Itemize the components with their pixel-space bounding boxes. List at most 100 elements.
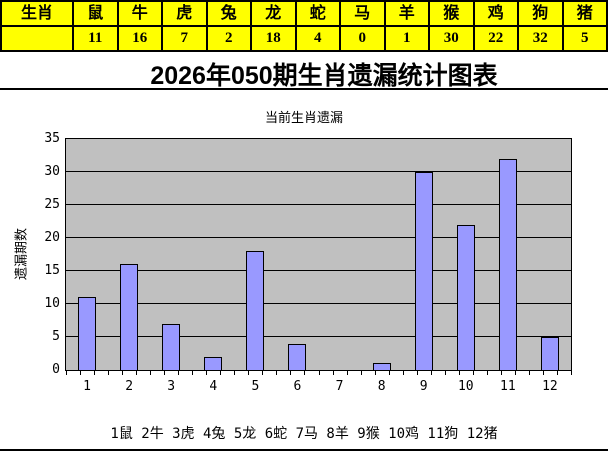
bar-1	[78, 297, 97, 370]
title-band: 2026年050期生肖遗漏统计图表	[0, 52, 608, 90]
zodiac-header-cell: 生肖	[2, 2, 72, 25]
zodiac-header-cell: 羊	[385, 2, 428, 25]
x-axis-tick	[500, 371, 502, 375]
zodiac-value-cell: 0	[341, 27, 384, 50]
bottom-divider	[0, 449, 608, 451]
gridline	[66, 171, 571, 172]
x-axis-tick	[290, 371, 292, 375]
bar-3	[162, 323, 181, 370]
x-tick-label: 2	[125, 379, 134, 394]
x-axis-tick	[472, 371, 474, 375]
bar-5	[246, 251, 265, 370]
x-axis-tick	[150, 371, 152, 375]
x-tick-label: 5	[251, 379, 260, 394]
zodiac-value-cell: 18	[252, 27, 295, 50]
zodiac-value-cell: 22	[474, 27, 517, 50]
x-tick-label: 12	[542, 379, 558, 394]
x-tick-label: 10	[457, 379, 474, 394]
x-axis-tick	[528, 371, 530, 375]
bar-2	[120, 264, 139, 370]
x-axis-tick	[136, 371, 138, 375]
x-axis-tick	[66, 371, 67, 375]
zodiac-value-cell: 5	[563, 27, 606, 50]
zodiac-value-cell: 7	[163, 27, 206, 50]
zodiac-header-cell: 鼠	[74, 2, 117, 25]
zodiac-value-cell: 2	[207, 27, 250, 50]
x-axis-tick	[486, 371, 488, 375]
gridline	[66, 336, 571, 337]
zodiac-header-cell: 龙	[252, 2, 295, 25]
zodiac-value-cell: 11	[74, 27, 117, 50]
bar-10	[456, 224, 475, 370]
y-tick-label: 25	[44, 197, 60, 212]
x-axis-tick	[416, 371, 418, 375]
x-axis-tick	[430, 371, 432, 375]
x-axis-tick	[571, 371, 572, 375]
x-axis-tick	[332, 371, 334, 375]
zodiac-header-cell: 猴	[430, 2, 473, 25]
y-tick-label: 20	[44, 230, 60, 245]
bar-9	[414, 172, 433, 370]
zodiac-value-cell: 1	[385, 27, 428, 50]
zodiac-header-cell: 蛇	[296, 2, 339, 25]
x-axis-tick	[374, 371, 376, 375]
bar-11	[498, 158, 517, 370]
x-tick-label: 11	[500, 379, 516, 394]
x-tick-label: 9	[419, 379, 428, 394]
zodiac-value-cell: 30	[430, 27, 473, 50]
zodiac-value-cell: 16	[118, 27, 161, 50]
y-tick-label: 35	[44, 131, 60, 146]
x-axis-tick	[556, 371, 558, 375]
zodiac-header-cell: 马	[341, 2, 384, 25]
x-axis-tick	[444, 371, 446, 375]
x-axis-tick	[262, 371, 264, 375]
x-axis-tick	[108, 371, 110, 375]
x-axis-tick	[178, 371, 180, 375]
y-tick-label: 10	[44, 296, 60, 311]
plot-area	[65, 138, 572, 371]
y-tick-label: 5	[52, 329, 60, 344]
x-axis-tick	[248, 371, 250, 375]
bar-12	[540, 337, 559, 370]
bar-4	[204, 356, 223, 370]
zodiac-header-cell: 猪	[563, 2, 606, 25]
x-axis-tick	[122, 371, 124, 375]
x-tick-label: 3	[167, 379, 176, 394]
x-axis-tick	[388, 371, 390, 375]
x-axis-tick	[542, 371, 544, 375]
x-axis-tick	[94, 371, 96, 375]
x-tick-label: 4	[209, 379, 218, 394]
page-title: 2026年050期生肖遗漏统计图表	[150, 62, 498, 90]
bar-6	[288, 343, 307, 370]
x-tick-label: 6	[293, 379, 302, 394]
x-axis-tick	[276, 371, 278, 375]
x-axis-tick	[458, 371, 460, 375]
x-tick-label: 1	[83, 379, 91, 394]
zodiac-header-cell: 虎	[163, 2, 206, 25]
y-tick-label: 0	[52, 362, 60, 377]
y-tick-label: 15	[44, 263, 60, 278]
zodiac-omission-table: 生肖鼠牛虎兔龙蛇马羊猴鸡狗猪 11 16 7 2 18 4 0 1 30 22 32 5	[0, 0, 608, 52]
gridline	[66, 270, 571, 271]
y-tick-label: 30	[44, 164, 60, 179]
chart-title: 当前生肖遗漏	[264, 110, 343, 125]
bar-8	[372, 363, 391, 370]
x-axis-tick	[346, 371, 348, 375]
x-axis-tick	[192, 371, 194, 375]
x-axis-tick	[164, 371, 166, 375]
x-tick-label: 8	[377, 379, 386, 394]
zodiac-value-cell: 32	[519, 27, 562, 50]
x-axis-tick	[304, 371, 306, 375]
zodiac-header-cell: 鸡	[474, 2, 517, 25]
x-axis-tick	[80, 371, 82, 375]
gridline	[66, 303, 571, 304]
zodiac-header-cell: 牛	[118, 2, 161, 25]
x-axis-tick	[206, 371, 208, 375]
zodiac-header-cell: 兔	[207, 2, 250, 25]
x-axis-tick	[318, 371, 320, 375]
zodiac-legend: 1鼠 2牛 3虎 4兔 5龙 6蛇 7马 8羊 9猴 10鸡 11狗 12猪	[110, 426, 498, 442]
x-tick-label: 7	[335, 379, 344, 394]
x-axis-tick	[402, 371, 404, 375]
x-axis-tick	[220, 371, 222, 375]
